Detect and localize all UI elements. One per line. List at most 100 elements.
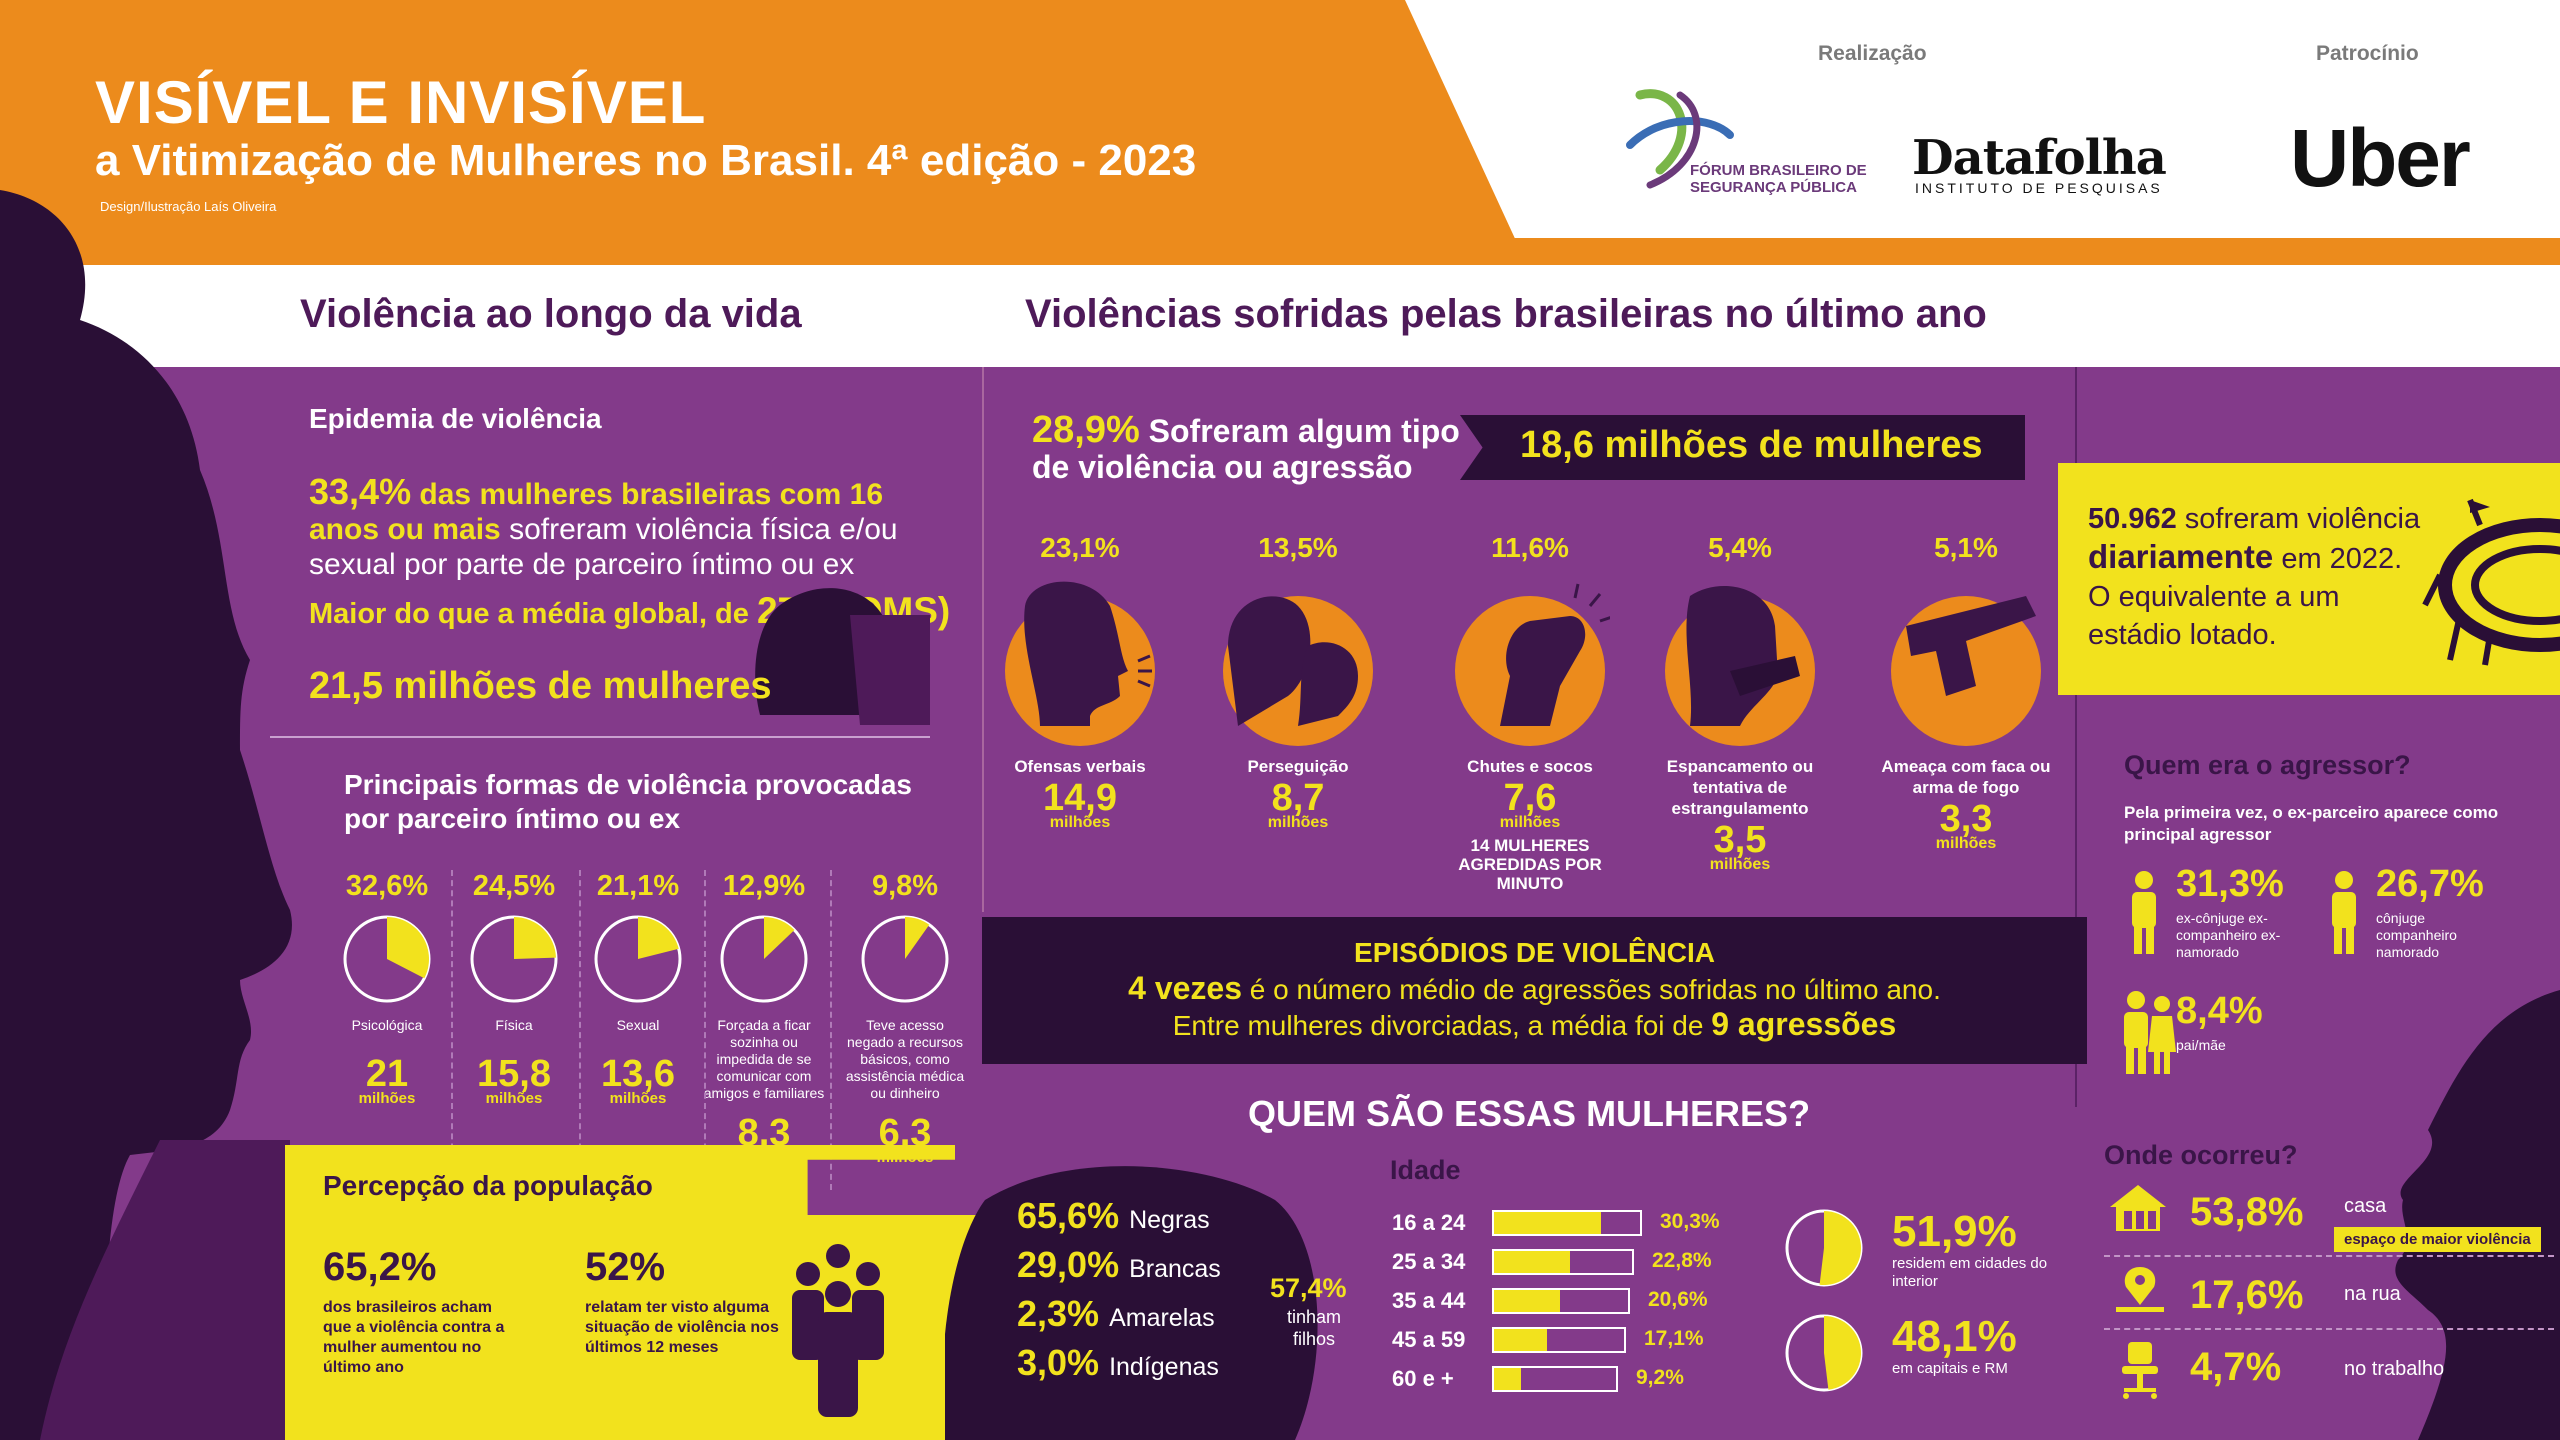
house-icon [2110,1185,2166,1231]
age-bar [1492,1327,1626,1353]
head-silhouette-illustration [0,190,292,1440]
principais-pie-slice [387,917,429,979]
age-pct: 22,8% [1652,1249,1712,1272]
race-label: Indígenas [1109,1353,1219,1381]
age-pct: 30,3% [1660,1210,1720,1233]
violence-type-item: 13,5% Perseguição 8,7 milhões [1198,532,1398,832]
head-shape [1686,586,1778,726]
divider [982,367,984,912]
age-bar [1492,1288,1630,1314]
episodios-line-2: Entre mulheres divorciadas, a média foi … [1172,1006,1897,1042]
violence-type-item: 5,1% Ameaça com faca ou arma de fogo 3,3 mi… [1866,532,2066,853]
hand-shape [1730,656,1800,696]
percepcao-b-value: 52% [585,1245,666,1289]
percepcao-b-text: relatam ter visto alguma situação de vio… [585,1299,779,1356]
principais-pie [470,915,558,1003]
page-title: VISÍVEL E INVISÍVEL [95,69,707,136]
race-label: Negras [1129,1206,1210,1234]
agressor-1-value: 31,3% [2176,863,2284,905]
race-item: 65,6% Negras [1017,1195,1210,1237]
violence-type-pct: 11,6% [1491,532,1569,563]
principais-unit: milhões [485,1090,543,1107]
patrocinio-label: Patrocínio [2316,42,2419,65]
realizacao-label: Realização [1818,42,1927,65]
violence-type-label: Espancamento ou tentativa de estrangulam… [1666,757,1814,818]
principais-num: 15,8 [477,1053,551,1095]
woman-silhouette-illustration [40,1140,290,1440]
principais-pct: 9,8% [871,870,939,902]
agressor-3-value: 8,4% [2176,990,2263,1032]
gun-shape [1906,596,2036,696]
principais-label: Forçada a ficar sozinha ou impedida de s… [703,1017,825,1101]
stadium-text: 50.962 sofreram violência diariamente em… [2088,503,2421,651]
violence-type-pct: 5,1% [1934,532,1998,563]
violence-type-num: 3,3 [1939,798,1993,840]
principais-label: Psicológica [351,1017,423,1033]
violence-type-label: Ofensas verbais [1014,757,1146,776]
onde-trabalho-value: 4,7% [2190,1345,2282,1389]
divider [830,870,832,1190]
violence-type-item: 11,6% Chutes e socos 7,6 milhões 14 MULHERES… [1430,532,1630,893]
residencia-label: em capitais e RM [1892,1360,2008,1377]
speech-lines [1137,679,1151,688]
age-label: 25 a 34 [1392,1249,1466,1274]
principais-pie [594,915,682,1003]
residencia-pie [1785,1209,1863,1287]
left-section-title: Violência ao longo da vida [300,292,802,336]
principais-pie [343,915,431,1003]
violence-type-unit: milhões [1935,835,1997,852]
age-label: 35 a 44 [1392,1288,1466,1313]
residencia-pie [1785,1314,1863,1392]
right-section-title: Violências sofridas pelas brasileiras no… [1025,292,1987,336]
impact-lines [1599,616,1610,623]
office-chair-icon [2122,1342,2158,1399]
agressor-1-label: ex-cônjuge ex-companheiro ex-namorado [2176,910,2281,960]
sponsor-card [1405,0,2560,238]
principais-item: 9,8% Teve acesso negado a recursos básico… [844,870,966,1166]
principais-pct: 21,1% [596,870,680,902]
page-subtitle: a Vitimização de Mulheres no Brasil. 4ª … [95,136,1197,185]
parents-icon [2124,991,2176,1074]
stalking-icon [1223,596,1373,746]
verbal-offense-icon [1005,581,1155,746]
episodios-title: EPISÓDIOS DE VIOLÊNCIA [1354,937,1715,968]
divider [270,736,930,738]
violence-type-num: 8,7 [1271,777,1325,819]
strangle-icon [1665,586,1815,746]
age-label: 45 a 59 [1392,1327,1466,1352]
residencia-pct: 48,1% [1892,1312,2017,1361]
crowd-icon [792,1244,884,1417]
divider [2104,1255,2554,1257]
agressor-2-value: 26,7% [2376,863,2484,905]
age-bar-fill [1494,1329,1548,1351]
ultimo-ano-headline: 28,9% Sofreram algum tipo de violência o… [1032,409,1460,485]
agressor-title: Quem era o agressor? [2124,750,2411,780]
violence-type-item: 23,1% Ofensas verbais 14,9 milhões [980,532,1180,832]
residencia-pie-slice [1819,1211,1861,1285]
filhos-value: 57,4% [1270,1273,1347,1303]
race-pct: 3,0% [1017,1342,1100,1383]
principais-pie [861,915,949,1003]
age-bar-fill [1494,1212,1601,1234]
violence-type-unit: milhões [1049,814,1111,831]
epidemia-comparison: Maior do que a média global, de 27% (OMS… [309,590,951,631]
violence-type-label: Chutes e socos [1467,757,1593,776]
violence-type-unit: milhões [1267,814,1329,831]
impact-lines [1573,583,1580,599]
design-credit: Design/Ilustração Laís Oliveira [100,199,277,214]
victim-head [1298,642,1358,726]
principais-label: Física [495,1017,533,1033]
age-label: 16 a 24 [1392,1210,1466,1235]
agressor-subtitle: Pela primeira vez, o ex-parceiro aparece… [2124,803,2499,844]
violence-type-unit: milhões [1499,814,1561,831]
onde-rua-label: na rua [2344,1283,2401,1305]
principais-unit: milhões [358,1090,416,1107]
section-title-band [0,265,2560,367]
quem-sao-title: QUEM SÃO ESSAS MULHERES? [1248,1093,1811,1134]
age-bar-fill [1494,1368,1521,1390]
principais-num: 13,6 [601,1053,675,1095]
principais-pie-slice [764,917,795,959]
divider [451,870,453,1190]
violence-type-label: Ameaça com faca ou arma de fogo [1881,757,2051,797]
violence-type-num: 7,6 [1503,777,1557,819]
